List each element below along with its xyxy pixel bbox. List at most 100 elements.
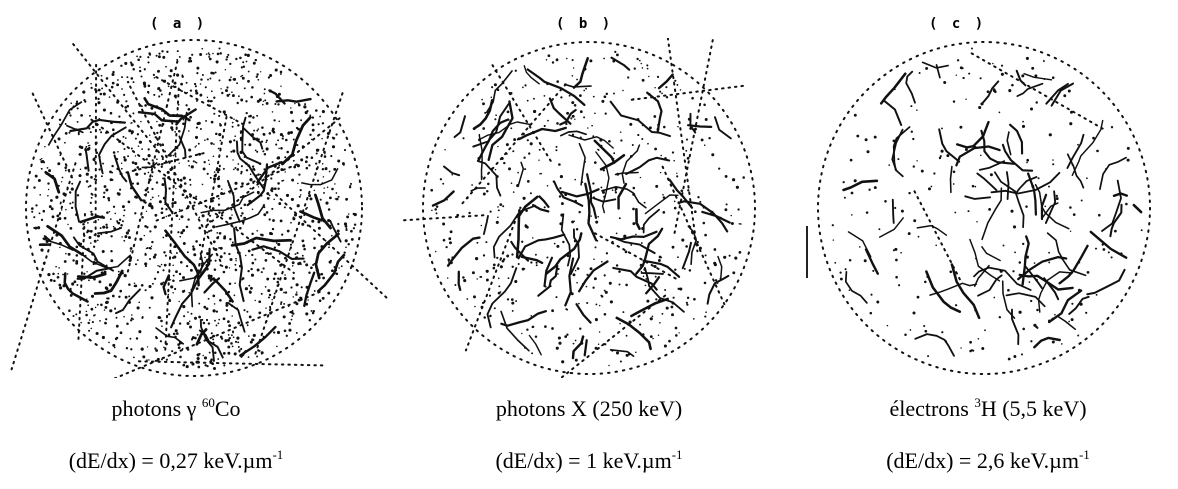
ionisation-dot (160, 211, 164, 215)
ionisation-dot (226, 86, 229, 89)
ionisation-dot (126, 322, 129, 325)
ionisation-dot (182, 363, 186, 367)
ionisation-dot (128, 283, 131, 286)
ionisation-dot (305, 207, 308, 210)
electron-track (1058, 316, 1077, 331)
electron-track (1018, 273, 1074, 291)
ionisation-dot (176, 73, 180, 77)
ionisation-dot (182, 122, 185, 126)
ionisation-dot (329, 259, 332, 262)
electron-track (162, 274, 170, 296)
ionisation-dot (119, 289, 123, 293)
ionisation-dot (151, 175, 154, 178)
ionisation-dot (232, 336, 235, 338)
ionisation-dot (244, 254, 247, 257)
electron-track (195, 328, 208, 346)
ionisation-dot (692, 318, 695, 320)
ionisation-dot (323, 150, 326, 154)
ionisation-dot (51, 215, 55, 219)
ionisation-dot (675, 334, 678, 337)
ionisation-dot (194, 135, 199, 139)
ionisation-dot (93, 178, 96, 181)
ionisation-dot (219, 246, 223, 250)
electron-track (528, 334, 542, 356)
ionisation-dot (214, 259, 217, 262)
electron-track (137, 110, 180, 123)
ionisation-dot (256, 268, 260, 272)
ionisation-dot (217, 168, 221, 172)
ionisation-dot (236, 101, 239, 105)
ionisation-dot (625, 353, 629, 357)
ionisation-dot (189, 183, 192, 186)
ionisation-dot (326, 186, 329, 189)
ionisation-dot (526, 180, 530, 183)
ionisation-dot (323, 191, 325, 194)
ionisation-dot (87, 321, 90, 325)
ionisation-dot (497, 291, 501, 295)
ionisation-dot (284, 156, 287, 159)
ionisation-dot (734, 256, 738, 260)
ionisation-dot (111, 128, 115, 132)
ionisation-dot (185, 104, 188, 107)
ionisation-dot (110, 85, 114, 89)
ionisation-dot (120, 224, 123, 227)
ionisation-dot (742, 176, 745, 179)
ionisation-dot (130, 77, 134, 80)
ionisation-dot (243, 87, 246, 90)
ionisation-dot (613, 152, 616, 155)
ionisation-dot (1036, 308, 1039, 312)
ionisation-dot (309, 197, 313, 201)
ionisation-dot (215, 60, 219, 64)
ionisation-dot (654, 86, 656, 89)
ionisation-dot (506, 254, 510, 258)
ionisation-dot (311, 219, 315, 223)
ionisation-dot (139, 69, 142, 73)
electron-track (141, 162, 158, 169)
electron-track (717, 255, 723, 281)
ionisation-dot (1030, 340, 1033, 343)
ionisation-dot (853, 113, 857, 117)
ionisation-dot (75, 100, 79, 103)
ionisation-dot (193, 253, 197, 257)
electron-track (314, 193, 332, 230)
ionisation-dot (256, 190, 260, 194)
ionisation-dot (323, 155, 327, 158)
electron-track (559, 108, 577, 126)
ionisation-dot (99, 320, 101, 322)
ionisation-dot (154, 213, 158, 217)
ionisation-dot (648, 126, 652, 130)
ionisation-dot (904, 333, 907, 336)
electron-track (687, 225, 697, 266)
ionisation-dot (240, 172, 243, 175)
ionisation-dot (234, 181, 238, 185)
dotted-track (126, 60, 179, 276)
ionisation-dot (593, 161, 597, 164)
ionisation-dot (259, 71, 262, 73)
ionisation-dot (279, 133, 283, 137)
ionisation-dot (646, 64, 649, 67)
ionisation-dot (702, 221, 706, 225)
ionisation-dot (653, 264, 657, 269)
ionisation-dot (271, 127, 275, 131)
electron-track (925, 270, 962, 313)
electron-track (443, 165, 461, 177)
ionisation-dot (261, 126, 264, 129)
ionisation-dot (227, 290, 231, 294)
ionisation-dot (195, 126, 198, 129)
ionisation-dot (730, 222, 734, 225)
ionisation-dot (233, 77, 237, 81)
ionisation-dot (256, 229, 259, 232)
ionisation-dot (526, 139, 529, 142)
ionisation-dot (691, 96, 694, 100)
ionisation-dot (340, 265, 343, 268)
ionisation-dot (285, 334, 288, 337)
ionisation-dot (353, 223, 357, 226)
ionisation-dot (90, 86, 93, 90)
ionisation-dot (1086, 177, 1088, 180)
ionisation-dot (704, 118, 708, 121)
ionisation-dot (97, 97, 100, 101)
ionisation-dot (848, 289, 851, 291)
ionisation-dot (80, 321, 82, 324)
ionisation-dot (289, 243, 293, 246)
ionisation-dot (277, 277, 280, 280)
